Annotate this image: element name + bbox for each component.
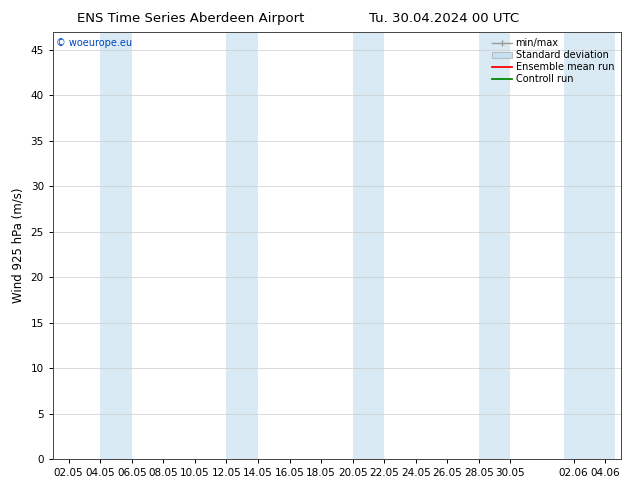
Legend: min/max, Standard deviation, Ensemble mean run, Controll run: min/max, Standard deviation, Ensemble me… xyxy=(490,36,616,86)
Bar xyxy=(226,31,258,459)
Bar xyxy=(479,31,510,459)
Y-axis label: Wind 925 hPa (m/s): Wind 925 hPa (m/s) xyxy=(12,188,25,303)
Bar xyxy=(564,31,614,459)
Text: ENS Time Series Aberdeen Airport: ENS Time Series Aberdeen Airport xyxy=(77,12,304,25)
Bar xyxy=(100,31,132,459)
Bar xyxy=(353,31,384,459)
Text: © woeurope.eu: © woeurope.eu xyxy=(56,38,132,48)
Text: Tu. 30.04.2024 00 UTC: Tu. 30.04.2024 00 UTC xyxy=(369,12,519,25)
